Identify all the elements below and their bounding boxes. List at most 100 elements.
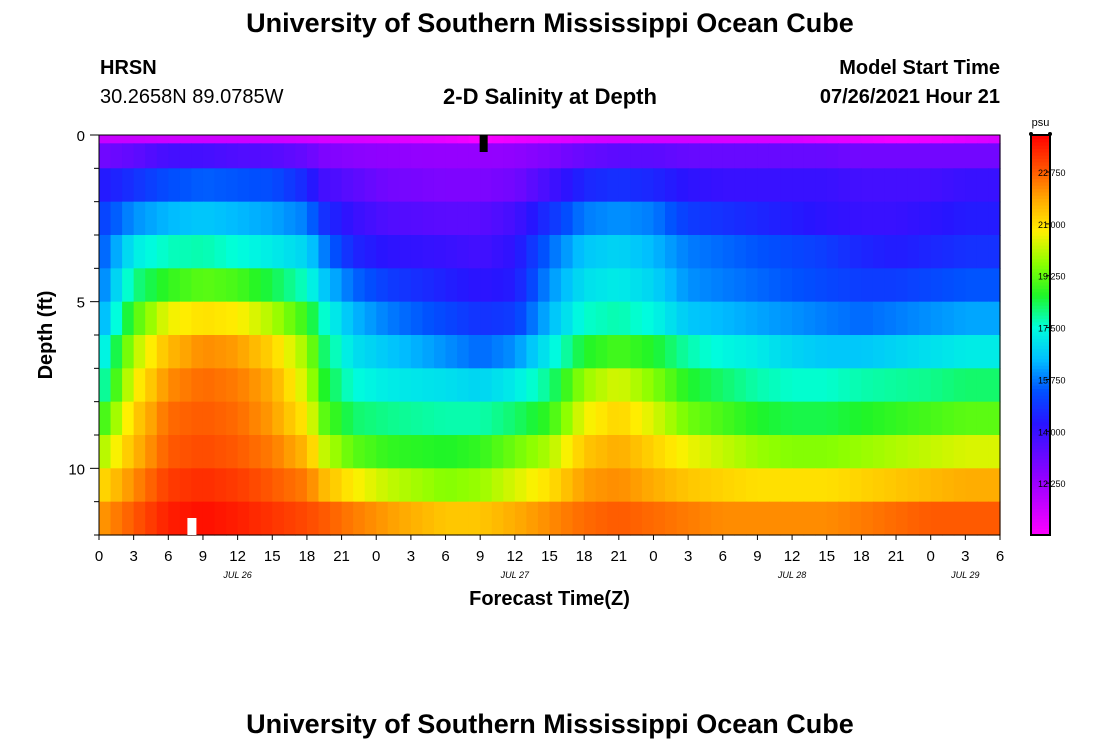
colorbar-segment <box>1031 251 1050 256</box>
heatmap-cell <box>641 368 655 403</box>
heatmap-cell <box>861 201 874 236</box>
colorbar-segment <box>1031 265 1050 270</box>
heatmap-cell <box>306 401 320 436</box>
colorbar-segment <box>1031 491 1050 496</box>
heatmap-cell <box>179 201 193 236</box>
heatmap-cell <box>341 401 354 436</box>
colorbar-segment <box>1031 238 1050 243</box>
colorbar-segment <box>1031 398 1050 403</box>
heatmap-cell <box>202 335 216 369</box>
heatmap-cell <box>249 143 262 169</box>
heatmap-cell <box>457 201 470 236</box>
heatmap-cell <box>249 135 262 144</box>
heatmap-cell <box>665 368 678 403</box>
heatmap-cell <box>468 168 481 203</box>
heatmap-cell <box>133 201 146 236</box>
heatmap-cell <box>491 468 504 503</box>
heatmap-cell <box>584 335 597 369</box>
heatmap-cell <box>745 143 759 169</box>
heatmap-cell <box>237 468 250 503</box>
heatmap-cell <box>110 435 123 469</box>
heatmap-cell <box>884 235 897 269</box>
heatmap-cell <box>976 235 990 269</box>
heatmap-cell <box>260 468 273 503</box>
heatmap-cell <box>122 401 135 436</box>
heatmap-cell <box>145 301 158 336</box>
heatmap-cell <box>595 168 608 203</box>
heatmap-cell <box>318 468 331 503</box>
heatmap-cell <box>861 435 874 469</box>
heatmap-cell <box>283 201 296 236</box>
colorbar-segment <box>1031 325 1050 330</box>
heatmap-cell <box>665 468 678 503</box>
heatmap-cell <box>676 268 689 303</box>
heatmap-cell <box>226 168 239 203</box>
heatmap-cell <box>503 335 516 369</box>
colorbar-segment <box>1031 431 1050 436</box>
heatmap-cell <box>202 143 216 169</box>
heatmap-cell <box>699 201 712 236</box>
heatmap-cell <box>792 401 805 436</box>
heatmap-cell <box>549 301 562 336</box>
heatmap-cell <box>526 135 539 144</box>
heatmap-cell <box>734 268 747 303</box>
heatmap-cell <box>168 201 181 236</box>
heatmap-cell <box>503 468 516 503</box>
heatmap-cell <box>364 235 377 269</box>
heatmap-cell <box>341 135 354 144</box>
heatmap-cell <box>399 335 412 369</box>
heatmap-cell <box>364 401 377 436</box>
colorbar-segment <box>1031 358 1050 363</box>
y-axis-label: Depth (ft) <box>35 291 57 380</box>
heatmap-cell <box>907 143 920 169</box>
heatmap-cell <box>491 143 504 169</box>
heatmap-cell <box>364 201 377 236</box>
heatmap-cell <box>410 468 424 503</box>
heatmap-cell <box>607 143 620 169</box>
heatmap-cell <box>330 268 343 303</box>
heatmap-cell <box>907 268 920 303</box>
heatmap-cell <box>480 335 493 369</box>
heatmap-cell <box>572 468 585 503</box>
heatmap-cell <box>422 268 435 303</box>
heatmap-cell <box>988 268 1001 303</box>
colorbar-segment <box>1031 348 1050 353</box>
heatmap-cell <box>676 401 689 436</box>
heatmap-cell <box>572 368 585 403</box>
heatmap-cell <box>145 368 158 403</box>
heatmap-cell <box>283 501 296 536</box>
heatmap-cell <box>815 335 828 369</box>
heatmap-cell <box>168 168 181 203</box>
heatmap-cell <box>653 368 666 403</box>
heatmap-cell <box>399 235 412 269</box>
colorbar-segment <box>1031 141 1050 146</box>
heatmap-cell <box>306 143 320 169</box>
colorbar-segment <box>1031 305 1050 310</box>
heatmap-cell <box>133 401 146 436</box>
heatmap-cell <box>665 168 678 203</box>
heatmap-cell <box>272 235 285 269</box>
heatmap-cell <box>861 168 874 203</box>
heatmap-cell <box>792 301 805 336</box>
heatmap-cell <box>168 143 181 169</box>
heatmap-cell <box>145 335 158 369</box>
colorbar-segment <box>1031 345 1050 350</box>
heatmap-cell <box>884 501 897 536</box>
heatmap-cell <box>133 301 146 336</box>
heatmap-cell <box>445 168 458 203</box>
heatmap-cell <box>861 135 874 144</box>
heatmap-cell <box>930 501 943 536</box>
colorbar-segment <box>1031 528 1050 533</box>
heatmap-cell <box>168 468 181 503</box>
x-tick-label: 15 <box>264 548 281 565</box>
heatmap-cell <box>457 335 470 369</box>
heatmap-cell <box>907 368 920 403</box>
heatmap-cell <box>757 401 770 436</box>
colorbar-segment <box>1031 201 1050 206</box>
heatmap-cell <box>988 468 1001 503</box>
heatmap-cell <box>849 501 862 536</box>
heatmap-cell <box>872 435 886 469</box>
heatmap-cell <box>722 268 735 303</box>
heatmap-cell <box>99 201 112 236</box>
heatmap-cell <box>330 335 343 369</box>
